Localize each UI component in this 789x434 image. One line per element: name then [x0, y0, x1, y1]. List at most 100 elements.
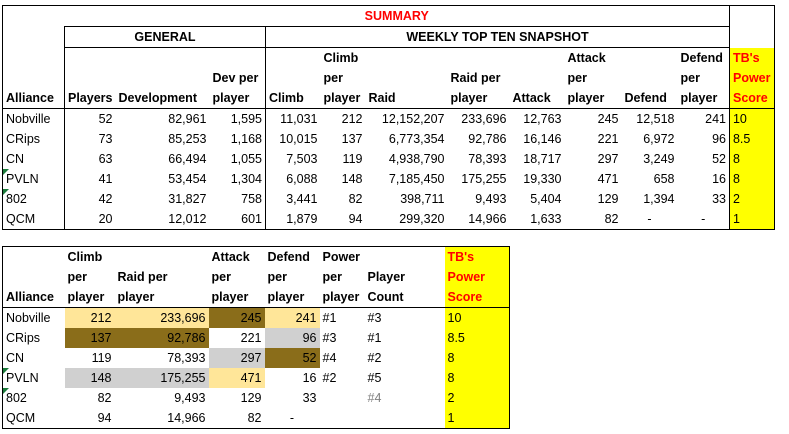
rank-cell-power: [320, 408, 365, 429]
rank-header-tb-score-line1: TB's: [444, 246, 510, 267]
cell-attack: 5,404: [530, 192, 562, 206]
cell-attack: 18,717: [523, 152, 562, 166]
cell-defend: 12,518: [621, 108, 678, 129]
cell-raid: 7,185,450: [388, 172, 445, 186]
cell-climb_pp: 148: [341, 172, 363, 186]
header-attack-per-player-line3: player: [567, 91, 605, 105]
table-row: CRips 137 92,786 221 96 #3 #1 8.5: [3, 328, 510, 348]
header-attack-per-player-line1: Attack: [567, 51, 606, 65]
cell-dev_pp: 601: [241, 212, 262, 226]
cell-alliance: QCM: [6, 212, 36, 226]
cell-players: 63: [64, 149, 116, 169]
cell-dev_pp: 758: [241, 192, 262, 206]
rank-cell-defend: 96: [264, 328, 320, 348]
rank-cell-defend: -: [289, 411, 295, 425]
rank-cell-score: 8: [444, 348, 510, 368]
ranking-body: Nobville 212 233,696 245 241 #1 #3 10 CRips 137 92…: [2, 307, 510, 429]
cell-players: 41: [64, 169, 116, 189]
cell-attack: 12,763: [509, 108, 565, 129]
general-section-label: GENERAL: [64, 26, 266, 48]
rank-cell-climb: 137: [64, 328, 115, 348]
cell-development: 31,827: [168, 192, 207, 206]
rank-cell-raid: 92,786: [114, 328, 209, 348]
cell-defend: 3,249: [643, 152, 675, 166]
rank-header-attack-line3: player: [211, 290, 249, 304]
cell-development: 53,454: [168, 172, 207, 186]
cell-attack_pp: 82: [604, 212, 619, 226]
rank-cell-count: #4: [367, 391, 382, 405]
summary-body: Nobville 52 82,961 1,595 11,031 212 12,152,207…: [2, 108, 774, 230]
cell-raid_pp: 175,255: [461, 172, 507, 186]
cell-alliance: PVLN: [2, 169, 65, 189]
cell-climb_pp: 137: [341, 132, 363, 146]
cell-defend: -: [647, 212, 652, 226]
rank-header-alliance: Alliance: [6, 290, 54, 304]
header-climb-per-player-line1: Climb: [323, 51, 359, 65]
rank-cell-defend: 16: [302, 371, 317, 385]
cell-alliance: 802: [2, 189, 65, 209]
cell-score: 1: [728, 209, 774, 230]
rank-cell-raid: 14,966: [167, 411, 206, 425]
cell-attack_pp: 245: [564, 108, 622, 129]
rank-cell-climb: 212: [64, 307, 115, 328]
rank-header-count-line2: Count: [367, 290, 404, 304]
cell-score: 8: [728, 169, 774, 189]
rank-cell-attack: 129: [240, 391, 262, 405]
table-row: PVLN 41 53,454 1,304 6,088 148 7,185,450 175,25…: [2, 169, 774, 189]
cell-defend_pp: 52: [712, 152, 726, 166]
rank-cell-defend: 33: [302, 391, 317, 405]
cell-alliance: Nobville: [2, 108, 65, 129]
cell-dev_pp: 1,595: [209, 108, 266, 129]
header-raid: Raid: [368, 91, 396, 105]
table-row: Nobville 52 82,961 1,595 11,031 212 12,152,207…: [2, 108, 774, 129]
rank-cell-attack: 471: [208, 368, 265, 388]
cell-alliance: CRips: [6, 132, 41, 146]
table-row: CN 63 66,494 1,055 7,503 119 4,938,790 78,393 18…: [3, 149, 774, 169]
rank-header-attack-line1: Attack: [211, 250, 250, 264]
table-row: CRips 73 85,253 1,168 10,015 137 6,773,354 92,7…: [3, 129, 774, 149]
rank-cell-alliance: QCM: [6, 411, 36, 425]
cell-raid: 398,711: [400, 192, 445, 206]
header-defend-per-player-line2: per: [680, 71, 700, 85]
cell-alliance: CN: [6, 152, 25, 166]
rank-header-raid-line1: Raid per: [117, 270, 168, 284]
cell-raid: 299,320: [399, 212, 445, 226]
rank-header-raid-line2: player: [117, 290, 155, 304]
cell-players: 52: [64, 108, 116, 129]
cell-climb: 1,879: [264, 209, 321, 230]
cell-raid_pp: 92,786: [468, 132, 507, 146]
rank-header-climb-line2: per: [67, 270, 87, 284]
cell-climb_pp: 212: [320, 108, 366, 129]
cell-raid_pp: 14,966: [468, 212, 507, 226]
header-players: Players: [64, 88, 116, 109]
cell-defend_pp: 96: [712, 132, 726, 146]
cell-climb: 7,503: [264, 149, 321, 169]
cell-development: 66,494: [168, 152, 207, 166]
cell-attack: 19,330: [523, 172, 562, 186]
rank-cell-count: [365, 408, 445, 429]
rank-cell-raid: 9,493: [174, 391, 206, 405]
cell-players: 42: [64, 189, 116, 209]
rank-header-count-line1: Player: [367, 270, 406, 284]
header-alliance: Alliance: [6, 91, 54, 105]
cell-climb: 3,441: [264, 189, 321, 209]
rank-cell-defend: 241: [264, 307, 320, 328]
table-row: QCM 94 14,966 82 - 1: [3, 408, 510, 429]
cell-development: 82,961: [115, 108, 210, 129]
cell-climb: 11,031: [264, 108, 321, 129]
table-row: 802 82 9,493 129 33 #4 2: [2, 388, 510, 408]
cell-attack_pp: 221: [597, 132, 619, 146]
rank-cell-count: #2: [367, 351, 382, 365]
rank-cell-alliance: Nobville: [2, 307, 65, 328]
header-development: Development: [118, 91, 197, 105]
rank-cell-raid: 78,393: [167, 351, 206, 365]
cell-raid: 4,938,790: [388, 152, 445, 166]
rank-cell-climb: 119: [91, 351, 112, 365]
header-tb-score-line2: Power: [728, 68, 774, 88]
table-row: QCM 20 12,012 601 1,879 94 299,320 14,966 1,633 8…: [3, 209, 774, 230]
header-tb-score-line1: TB's: [728, 47, 774, 68]
rank-cell-power: #3: [322, 331, 337, 345]
header-dev-per-player-line1: Dev per: [212, 71, 259, 85]
cell-defend: 658: [653, 172, 675, 186]
rank-cell-power: [320, 388, 365, 408]
